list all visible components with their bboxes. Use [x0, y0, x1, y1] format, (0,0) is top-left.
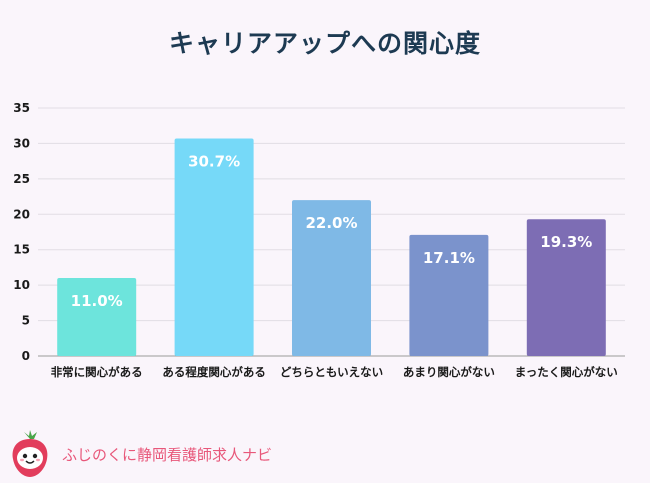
bar	[174, 138, 254, 356]
data-label: 22.0%	[305, 214, 357, 232]
category-label: あまり関心がない	[403, 365, 495, 379]
data-label: 17.1%	[423, 249, 475, 267]
y-tick-label: 25	[13, 172, 30, 186]
category-label: ある程度関心がある	[162, 365, 266, 379]
bar	[57, 278, 137, 356]
brand-name: ふじのくに静岡看護師求人ナビ	[62, 445, 273, 464]
category-label: 非常に関心がある	[51, 365, 143, 379]
bar	[292, 200, 371, 356]
category-label: どちらともいえない	[280, 365, 383, 379]
y-tick-label: 35	[13, 101, 30, 115]
data-label: 19.3%	[540, 233, 592, 251]
y-tick-label: 15	[13, 243, 30, 257]
bar-chart: 0 5 10 15 20 25 30 35 11.0% 非常に関心がある 30.7% ある程度関心があ…	[13, 101, 625, 379]
category-label: まったく関心がない	[515, 365, 618, 379]
strawberry-logo-icon	[12, 430, 48, 477]
footer: ふじのくに静岡看護師求人ナビ	[8, 428, 272, 480]
data-label: 30.7%	[188, 152, 240, 170]
data-label: 11.0%	[71, 292, 123, 310]
chart-title: キャリアアップへの関心度	[168, 29, 481, 58]
y-tick-label: 30	[13, 136, 30, 150]
y-tick-label: 10	[13, 278, 30, 292]
y-tick-label: 0	[22, 349, 30, 363]
y-tick-label: 20	[13, 207, 30, 221]
bar	[409, 234, 489, 356]
y-tick-label: 5	[22, 314, 30, 328]
bar	[526, 219, 606, 356]
